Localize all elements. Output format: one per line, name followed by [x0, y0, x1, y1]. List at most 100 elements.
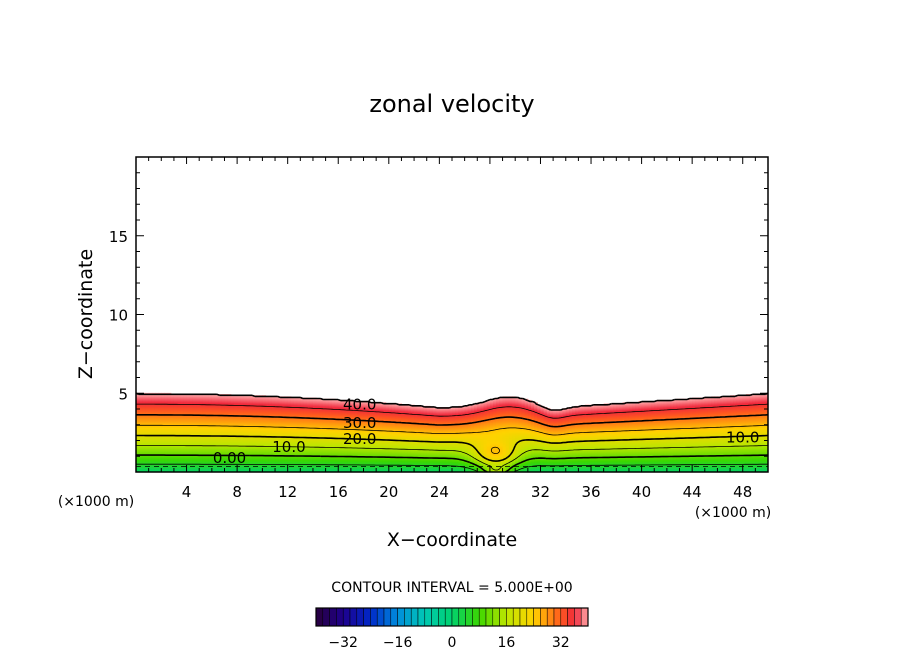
field-cell	[262, 449, 267, 452]
field-cell	[164, 421, 169, 423]
field-cell	[243, 443, 248, 446]
field-cell	[148, 461, 153, 464]
field-cell	[136, 449, 140, 452]
field-cell	[161, 402, 166, 405]
field-cell	[221, 469, 226, 472]
field-cell	[139, 447, 143, 449]
field-cell	[230, 461, 235, 464]
field-cell	[281, 450, 286, 453]
field-cell	[148, 450, 153, 453]
field-cell	[158, 399, 162, 402]
field-cell	[287, 468, 292, 471]
field-cell	[208, 417, 213, 420]
field-cell	[262, 437, 267, 440]
field-cell	[237, 401, 241, 403]
field-cell	[148, 420, 153, 422]
field-cell	[243, 464, 248, 467]
field-cell	[183, 437, 188, 440]
field-cell	[142, 401, 147, 403]
field-cell	[145, 443, 150, 446]
field-cell	[192, 466, 197, 468]
field-cell	[139, 401, 143, 403]
field-cell	[186, 420, 191, 422]
field-cell	[275, 444, 279, 447]
field-cell	[196, 456, 200, 459]
field-cell	[243, 405, 248, 408]
field-cell	[262, 404, 267, 407]
field-cell	[164, 425, 169, 428]
field-cell	[199, 448, 203, 451]
field-cell	[148, 436, 153, 439]
field-cell	[158, 451, 162, 454]
field-cell	[256, 433, 260, 435]
field-cell	[161, 429, 166, 432]
field-cell	[183, 409, 188, 412]
field-cell	[278, 462, 282, 465]
field-cell	[284, 443, 289, 446]
field-cell	[173, 460, 178, 462]
field-cell	[186, 431, 191, 434]
field-cell	[227, 459, 232, 461]
field-cell	[265, 460, 270, 462]
field-cell	[278, 437, 282, 440]
field-cell	[281, 399, 286, 402]
field-cell	[167, 436, 172, 439]
field-cell	[189, 453, 194, 455]
field-cell	[158, 453, 162, 455]
field-cell	[180, 421, 184, 423]
field-cell	[170, 410, 175, 413]
field-cell	[158, 455, 162, 458]
field-cell	[284, 447, 289, 449]
field-cell	[136, 394, 140, 396]
field-cell	[221, 412, 226, 415]
field-cell	[202, 468, 207, 471]
field-cell	[192, 441, 197, 444]
field-cell	[275, 421, 279, 423]
field-cell	[189, 409, 194, 412]
field-cell	[180, 468, 184, 471]
field-cell	[167, 466, 172, 468]
field-cell	[208, 433, 213, 435]
field-cell	[249, 433, 254, 435]
field-cell	[154, 399, 159, 402]
field-cell	[183, 417, 188, 420]
field-cell	[183, 422, 188, 425]
field-cell	[183, 450, 188, 453]
field-cell	[278, 466, 282, 468]
field-cell	[177, 405, 181, 408]
field-cell	[186, 395, 191, 397]
field-cell	[208, 446, 213, 448]
field-cell	[233, 437, 238, 440]
field-cell	[224, 451, 229, 454]
field-cell	[142, 425, 147, 428]
field-cell	[227, 427, 232, 429]
field-cell	[211, 449, 216, 452]
field-cell	[224, 450, 229, 453]
field-cell	[259, 443, 263, 446]
field-cell	[284, 466, 289, 468]
field-cell	[278, 448, 282, 451]
field-cell	[136, 411, 140, 414]
field-cell	[205, 457, 210, 460]
field-cell	[180, 469, 184, 472]
field-cell	[205, 416, 210, 419]
field-cell	[230, 407, 235, 409]
field-cell	[154, 401, 159, 403]
field-cell	[208, 453, 213, 455]
field-cell	[221, 456, 226, 459]
field-cell	[183, 442, 188, 445]
field-cell	[259, 431, 263, 434]
field-cell	[249, 398, 254, 401]
field-cell	[249, 397, 254, 400]
field-cell	[196, 405, 200, 408]
field-cell	[256, 428, 260, 431]
field-cell	[192, 423, 197, 426]
field-cell	[240, 418, 245, 421]
field-cell	[189, 417, 194, 420]
field-cell	[186, 453, 191, 455]
field-cell	[180, 442, 184, 445]
field-cell	[142, 412, 147, 415]
field-cell	[259, 429, 263, 432]
field-cell	[167, 423, 172, 426]
field-cell	[252, 441, 257, 444]
